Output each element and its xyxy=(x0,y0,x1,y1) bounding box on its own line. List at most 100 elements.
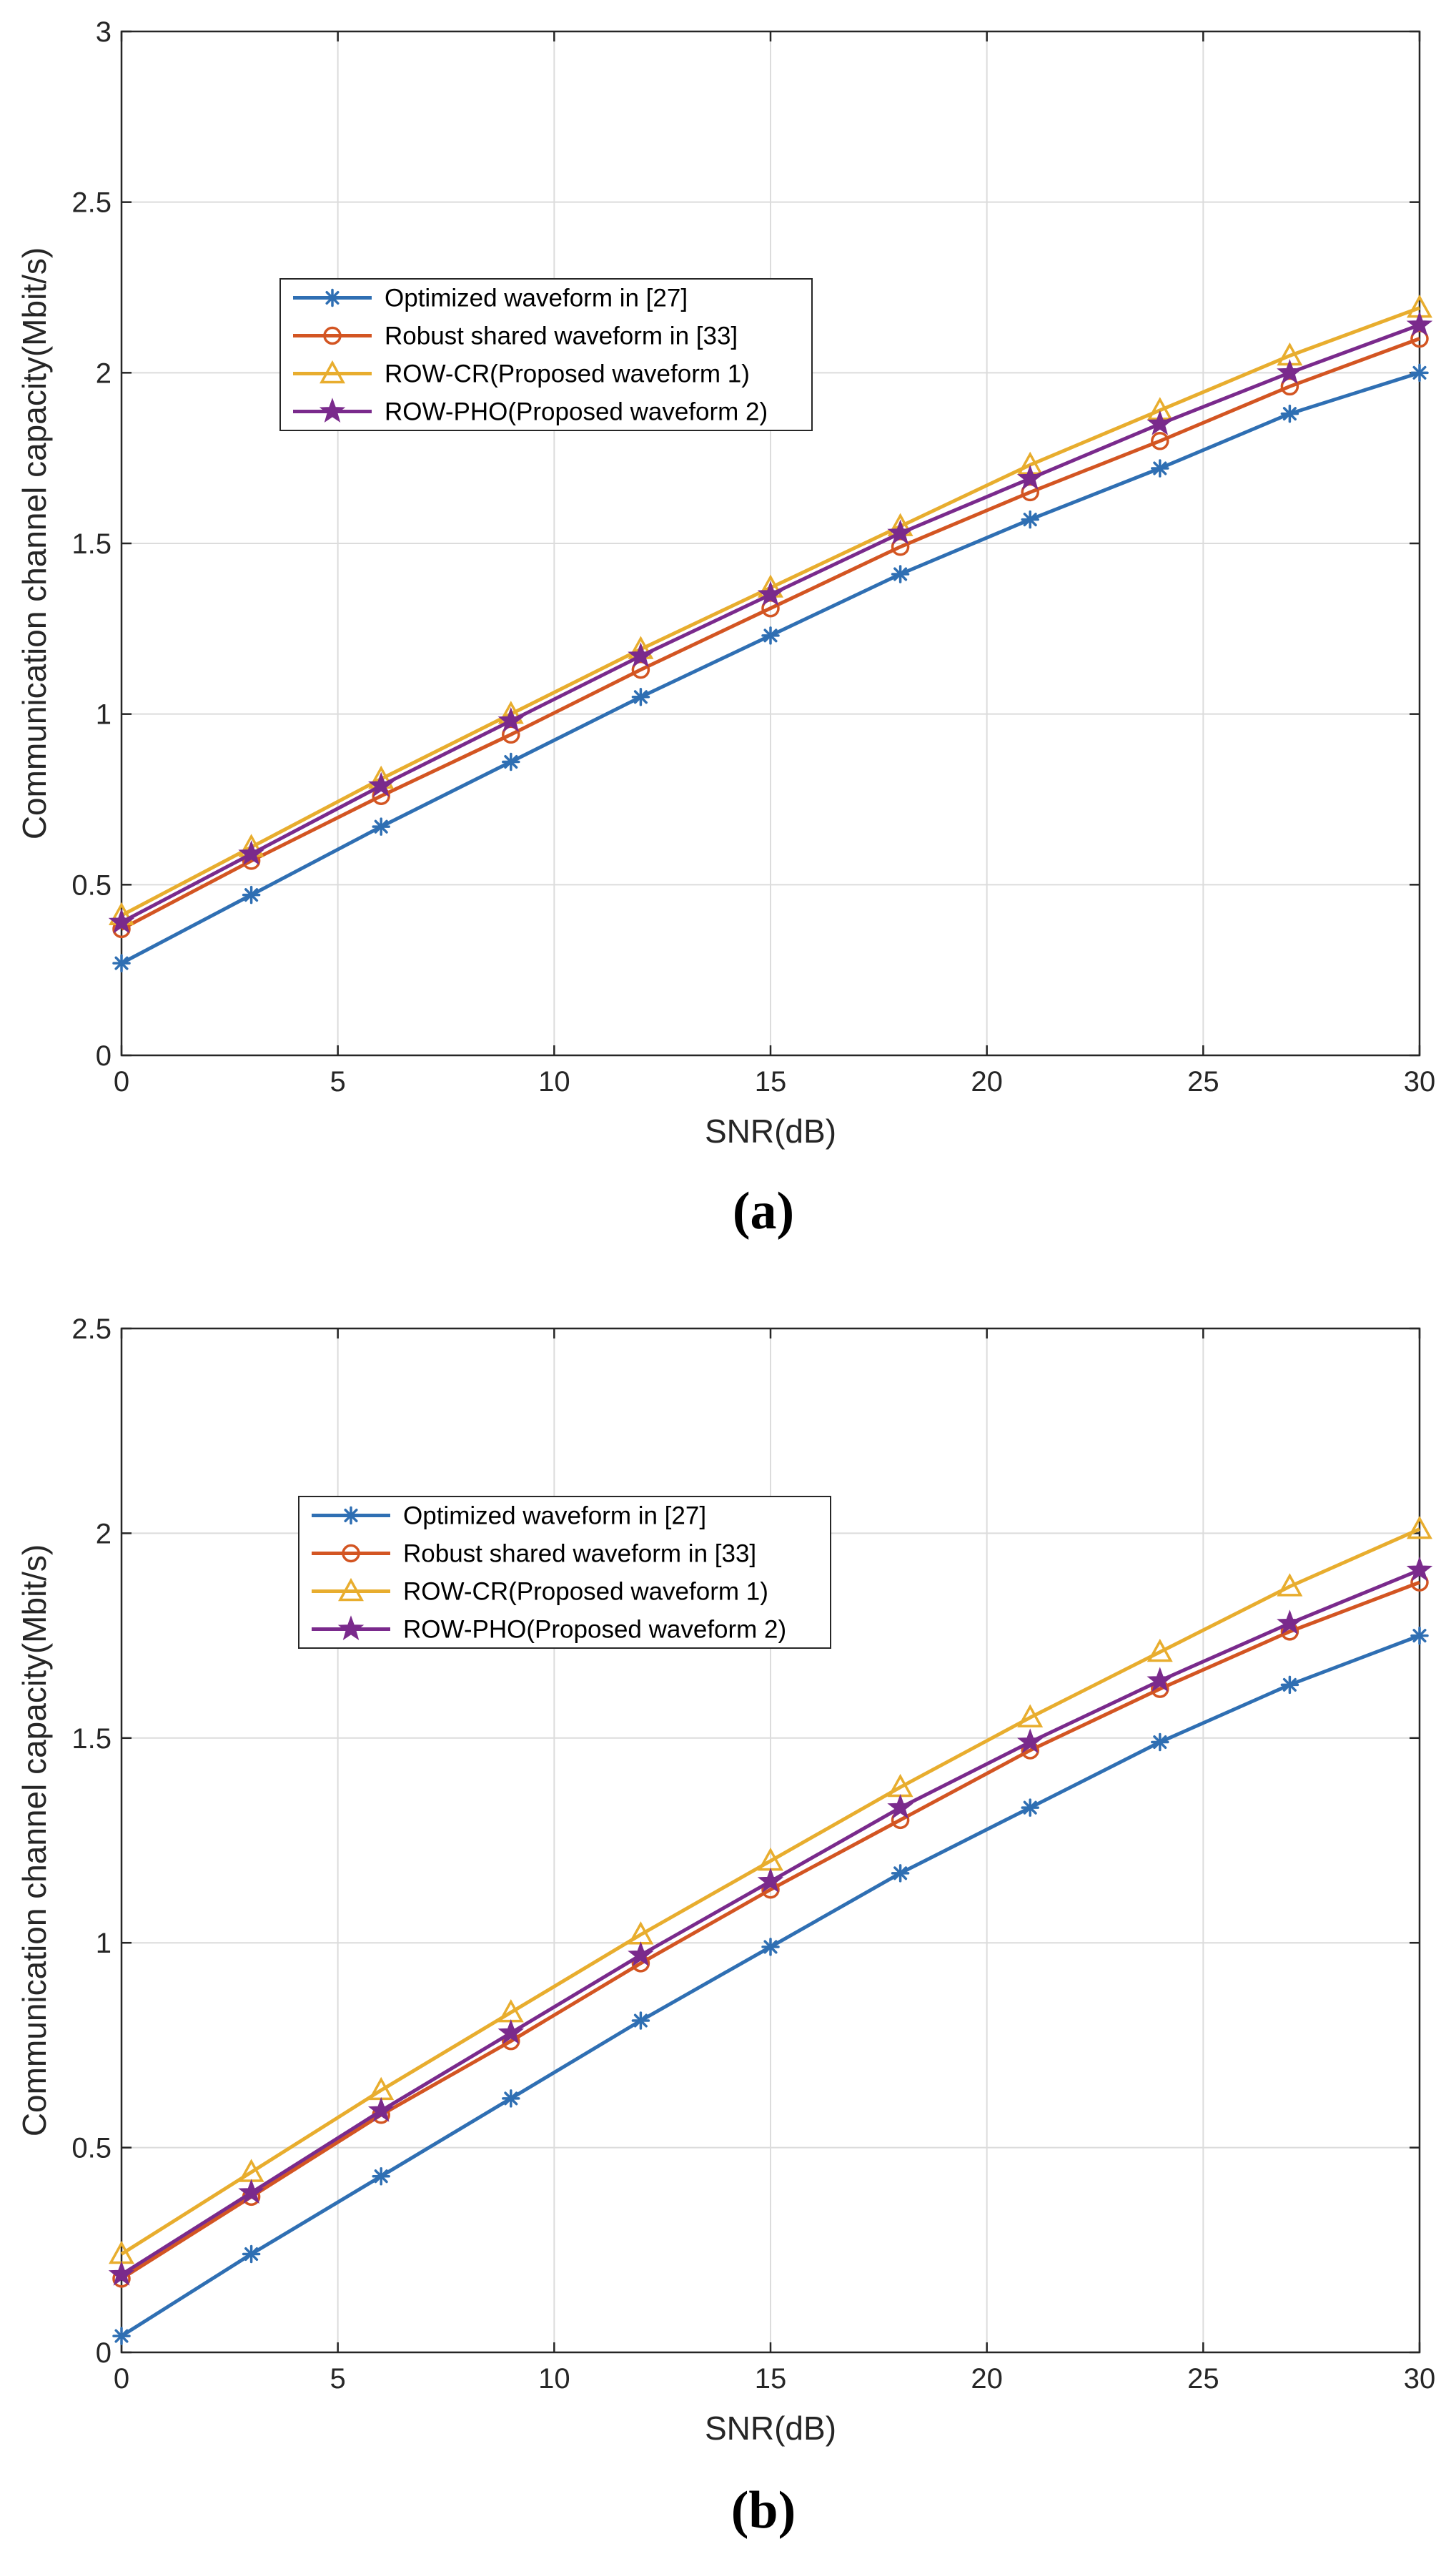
data-point-star xyxy=(887,1793,913,1819)
panel-label-b: (b) xyxy=(731,2481,796,2540)
y-tick-label: 2 xyxy=(96,358,112,389)
y-tick-label: 2.5 xyxy=(71,187,112,219)
y-axis-label: Communication channel capacity(Mbit/s) xyxy=(16,247,53,839)
x-tick-label: 15 xyxy=(755,1066,787,1098)
y-tick-label: 0 xyxy=(96,2337,112,2369)
data-point-asterisk xyxy=(1280,404,1299,423)
legend-box xyxy=(298,1496,831,1649)
data-point-asterisk xyxy=(1280,1675,1299,1695)
series-line-circle xyxy=(120,337,1420,931)
data-point-triangle xyxy=(1277,1573,1303,1597)
legend-entry-label: ROW-PHO(Proposed waveform 2) xyxy=(385,398,768,426)
x-tick-label: 30 xyxy=(1404,1066,1436,1098)
legend-box xyxy=(279,278,813,431)
legend-marker-circle xyxy=(342,1544,360,1563)
x-axis-label: SNR(dB) xyxy=(705,1113,836,1150)
legend-marker-star xyxy=(319,398,346,423)
data-point-asterisk xyxy=(502,2089,520,2108)
data-point-star xyxy=(108,2260,135,2286)
data-point-asterisk xyxy=(1151,459,1169,478)
legend-marker-asterisk xyxy=(323,288,342,307)
data-point-circle xyxy=(1280,377,1299,396)
gridlines xyxy=(121,1328,1420,2353)
x-tick-label: 20 xyxy=(971,2363,1003,2395)
y-tick-label: 1.5 xyxy=(71,1723,112,1755)
series-line-triangle xyxy=(120,1527,1421,2256)
data-point-star xyxy=(108,908,135,934)
data-point-star xyxy=(1147,1667,1174,1692)
x-tick-label: 30 xyxy=(1404,2363,1436,2395)
y-tick-label: 1 xyxy=(96,699,112,731)
x-tick-label: 20 xyxy=(971,1066,1003,1098)
y-tick-label: 1 xyxy=(96,1928,112,1959)
legend-entry-label: ROW-CR(Proposed waveform 1) xyxy=(403,1578,768,1606)
data-point-star xyxy=(238,840,264,865)
legend-entry-label: ROW-CR(Proposed waveform 1) xyxy=(385,360,750,388)
y-tick-label: 0.5 xyxy=(71,869,112,901)
x-axis-ticks: 0 5 10 15 20 25 30 xyxy=(114,1328,1435,2395)
data-point-circle xyxy=(1021,483,1039,502)
data-point-asterisk xyxy=(502,752,520,771)
chart-panel-a: 0 0.5 1 1.5 2 2.5 3 0 5 10 15 20 25 30 SNR(dB) Commu… xyxy=(16,16,1435,1241)
data-point-circle xyxy=(1410,329,1429,348)
data-point-triangle xyxy=(1017,1704,1044,1727)
data-point-star xyxy=(1147,410,1174,435)
data-point-star xyxy=(757,1868,784,1893)
chart-panel-b: 0 0.5 1 1.5 2 2.5 0 5 10 15 20 25 30 SNR(dB) Commun… xyxy=(16,1313,1435,2540)
data-point-star xyxy=(1406,311,1433,337)
data-point-triangle xyxy=(1407,1516,1432,1539)
data-point-star xyxy=(628,1941,654,1966)
legend-entry-label: Robust shared waveform in [33] xyxy=(385,322,738,350)
data-point-triangle xyxy=(1147,1638,1173,1662)
data-point-asterisk xyxy=(112,2327,131,2345)
y-tick-label: 3 xyxy=(96,16,112,48)
data-point-circle xyxy=(502,725,520,744)
gridlines xyxy=(121,31,1420,1056)
panel-label-a: (a) xyxy=(733,1182,794,1241)
data-point-star xyxy=(1016,1728,1044,1754)
data-point-star xyxy=(1406,1556,1433,1582)
legend-entry-label: Robust shared waveform in [33] xyxy=(403,1540,756,1568)
data-point-asterisk xyxy=(891,565,910,583)
x-axis-label: SNR(dB) xyxy=(705,2410,836,2447)
data-point-asterisk xyxy=(631,2011,650,2030)
data-point-star xyxy=(238,2179,264,2204)
legend-entry-label: Optimized waveform in [27] xyxy=(385,285,688,312)
data-point-star xyxy=(1277,1609,1303,1634)
data-point-asterisk xyxy=(1021,510,1039,529)
data-point-asterisk xyxy=(372,2166,390,2186)
data-point-circle xyxy=(891,538,910,556)
y-tick-label: 2.5 xyxy=(71,1313,112,1345)
x-tick-label: 25 xyxy=(1187,2363,1219,2395)
x-tick-label: 25 xyxy=(1187,1066,1219,1098)
series-line-circle xyxy=(120,1580,1420,2281)
legend-entry-label: ROW-PHO(Proposed waveform 2) xyxy=(403,1616,786,1644)
data-point-asterisk xyxy=(372,817,390,836)
legend-marker-star xyxy=(337,1615,365,1641)
data-point-asterisk xyxy=(761,626,780,645)
legend: Optimized waveform in [27] Robust shared … xyxy=(279,278,813,431)
x-tick-label: 0 xyxy=(114,2363,129,2395)
x-axis-ticks: 0 5 10 15 20 25 30 xyxy=(114,31,1435,1098)
x-tick-label: 10 xyxy=(538,2363,570,2395)
x-tick-label: 10 xyxy=(538,1066,570,1098)
y-tick-label: 0.5 xyxy=(71,2133,112,2164)
x-tick-label: 15 xyxy=(755,2363,787,2395)
x-tick-label: 0 xyxy=(114,1066,129,1098)
data-point-asterisk xyxy=(761,1938,780,1956)
y-axis-ticks: 0 0.5 1 1.5 2 2.5 3 xyxy=(71,16,1420,1072)
data-point-star xyxy=(367,2096,395,2122)
data-point-circle xyxy=(631,660,650,679)
data-point-asterisk xyxy=(242,885,261,904)
data-point-circle xyxy=(761,598,780,618)
data-point-star xyxy=(497,707,525,732)
x-tick-label: 5 xyxy=(330,2363,346,2395)
legend-marker-circle xyxy=(323,326,342,345)
y-tick-label: 2 xyxy=(96,1518,112,1549)
series-group xyxy=(108,295,1433,972)
data-point-star xyxy=(757,581,784,606)
data-point-star xyxy=(628,642,654,668)
y-tick-label: 1.5 xyxy=(71,528,112,560)
data-point-asterisk xyxy=(242,2244,261,2264)
